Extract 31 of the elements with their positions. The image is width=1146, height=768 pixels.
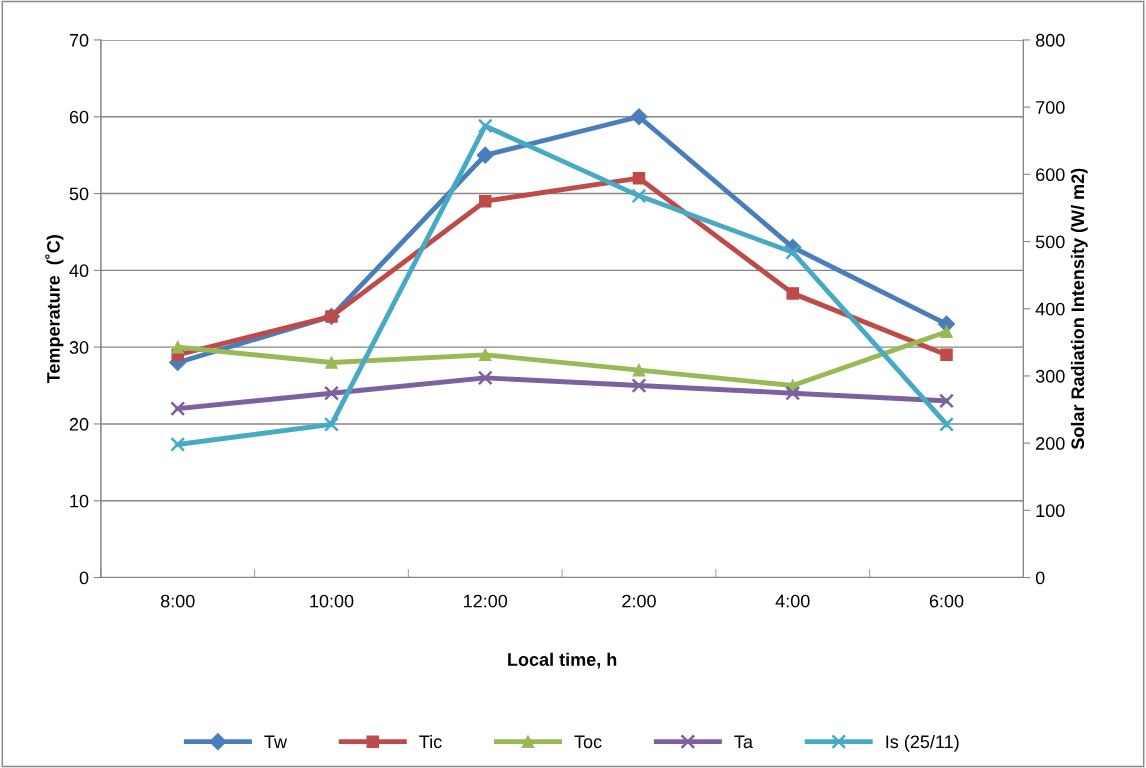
y-tick-label: 60 xyxy=(69,110,89,124)
y-axis-title: Temperature (˚C) xyxy=(45,235,64,384)
y2-axis-title: Solar Radiation Intensity (W/ m2) xyxy=(1070,168,1088,450)
x-tick-label: 2:00 xyxy=(622,594,656,608)
legend-label: Is (25/11) xyxy=(886,734,959,752)
y2-tick-label: 600 xyxy=(1036,168,1065,182)
y2-tick-label: 700 xyxy=(1036,101,1065,114)
y2-tick-label: 200 xyxy=(1036,437,1065,450)
y2-tick-label: 100 xyxy=(1036,504,1065,518)
legend-label: Tw xyxy=(264,735,288,748)
y2-tick-label: 0 xyxy=(1035,571,1045,585)
y-tick-label: 0 xyxy=(79,571,89,585)
y2-tick-label: 800 xyxy=(1035,33,1065,47)
y-tick-label: 20 xyxy=(69,417,89,431)
x-tick-label: 4:00 xyxy=(775,594,810,608)
x-tick-label: 6:00 xyxy=(929,594,964,608)
y2-tick-label: 400 xyxy=(1035,302,1065,316)
legend-label: Ta xyxy=(734,735,753,749)
legend-label: Toc xyxy=(574,735,602,749)
y-tick-label: 70 xyxy=(69,33,89,47)
y-tick-label: 50 xyxy=(69,187,89,201)
legend-label: Tic xyxy=(419,734,442,749)
y-tick-label: 10 xyxy=(70,494,89,508)
x-tick-label: 12:00 xyxy=(464,594,508,608)
y-tick-label: 30 xyxy=(69,341,89,354)
y-tick-label: 40 xyxy=(69,264,89,278)
x-tick-label: 10:00 xyxy=(310,594,354,608)
y2-tick-label: 300 xyxy=(1035,369,1065,383)
y2-tick-label: 500 xyxy=(1035,235,1065,249)
x-axis-title: Local time, h xyxy=(508,652,617,669)
x-tick-label: 8:00 xyxy=(160,594,195,608)
